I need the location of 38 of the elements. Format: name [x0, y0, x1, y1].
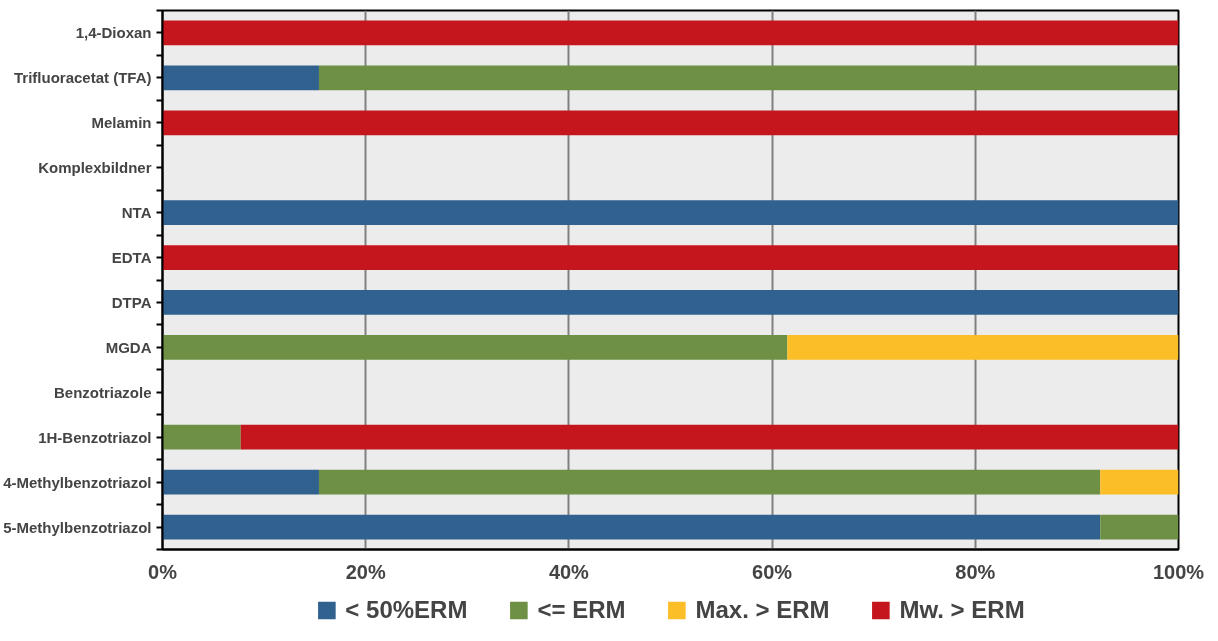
bar [162, 290, 1179, 315]
bar [318, 469, 1101, 495]
bar [162, 469, 319, 495]
y-tick-label: Benzotriazole [53, 383, 152, 401]
y-tick-label: MGDA [105, 338, 152, 356]
bar [162, 110, 1179, 136]
y-tick-label: Melamin [91, 114, 152, 132]
y-tick-label: 1H-Benzotriazol [38, 428, 152, 446]
x-tick-label: 80% [955, 560, 996, 583]
y-tick-label: Trifluoracetat (TFA) [13, 69, 152, 87]
legend-label: < 50%ERM [345, 596, 468, 624]
x-tick-label: 40% [548, 560, 590, 583]
bar [1100, 469, 1179, 495]
bar [162, 65, 319, 91]
bar [162, 200, 1179, 225]
x-tick-label: 20% [345, 560, 386, 583]
bar [787, 335, 1179, 360]
bar [318, 65, 1179, 91]
bar [162, 514, 1101, 540]
y-tick-label: 4-Methylbenzotriazol [3, 473, 152, 491]
y-tick-label: NTA [121, 204, 152, 222]
x-tick-label: 0% [148, 560, 178, 583]
y-tick-label: Komplexbildner [38, 159, 152, 177]
bar [1100, 514, 1179, 540]
x-tick-label: 60% [752, 560, 793, 583]
bar [162, 335, 788, 360]
legend-label: Mw. > ERM [899, 596, 1025, 624]
y-tick-label: DTPA [111, 293, 152, 311]
bar [162, 20, 1179, 46]
bar [162, 424, 241, 450]
y-tick-label: 1,4-Dioxan [75, 24, 152, 42]
legend-label: <= ERM [537, 596, 626, 624]
bar [240, 424, 1179, 450]
x-tick-label: 100% [1152, 560, 1205, 583]
y-tick-label: EDTA [111, 249, 152, 267]
legend-label: Max. > ERM [695, 596, 830, 624]
y-tick-label: 5-Methylbenzotriazol [3, 518, 152, 536]
bar [162, 245, 1179, 270]
